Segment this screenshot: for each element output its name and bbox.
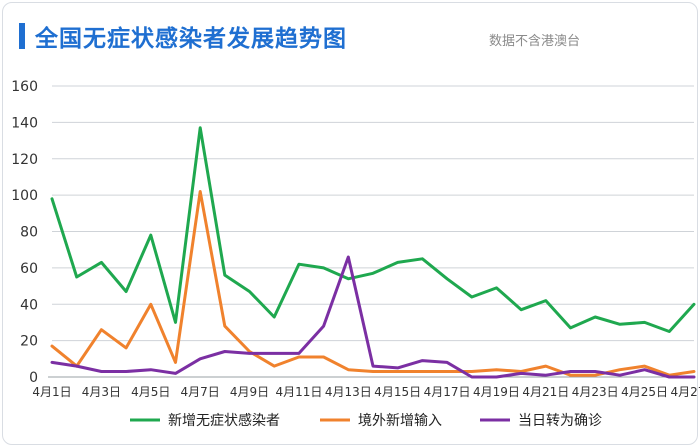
x-tick-label: 4月27日 bbox=[671, 385, 700, 399]
y-tick-label: 40 bbox=[20, 297, 38, 313]
x-tick-label: 4月7日 bbox=[181, 385, 220, 399]
x-tick-label: 4月21日 bbox=[522, 385, 569, 399]
y-tick-label: 140 bbox=[11, 115, 38, 131]
data-scope-note: 数据不含港澳台 bbox=[489, 34, 581, 49]
y-tick-label: 120 bbox=[11, 152, 38, 168]
legend-label-2: 境外新增输入 bbox=[358, 413, 442, 429]
x-tick-label: 4月5日 bbox=[131, 385, 170, 399]
chart-title: 全国无症状感染者发展趋势图 bbox=[35, 26, 347, 52]
y-tick-label: 60 bbox=[20, 261, 38, 277]
y-tick-label: 80 bbox=[20, 225, 38, 241]
x-tick-label: 4月11日 bbox=[275, 385, 322, 399]
y-tick-label: 160 bbox=[11, 79, 38, 95]
legend-label-1: 新增无症状感染者 bbox=[168, 412, 280, 429]
y-tick-label: 20 bbox=[20, 334, 38, 350]
y-tick-label: 0 bbox=[29, 370, 38, 386]
series-line-1 bbox=[50, 126, 696, 333]
y-tick-label: 100 bbox=[11, 188, 38, 204]
x-tick-label: 4月13日 bbox=[325, 385, 372, 399]
series-line-3 bbox=[50, 255, 696, 379]
x-tick-label: 4月15日 bbox=[374, 385, 421, 399]
x-tick-label: 4月3日 bbox=[82, 385, 121, 399]
x-tick-label: 4月17日 bbox=[424, 385, 471, 399]
series-line-2 bbox=[50, 190, 696, 377]
title-accent-bar bbox=[19, 23, 25, 49]
legend-label-3: 当日转为确诊 bbox=[518, 413, 602, 429]
x-tick-label: 4月23日 bbox=[572, 385, 619, 399]
x-tick-label: 4月9日 bbox=[230, 385, 269, 399]
x-tick-label: 4月19日 bbox=[473, 385, 520, 399]
x-tick-label: 4月1日 bbox=[32, 385, 71, 399]
x-tick-label: 4月25日 bbox=[621, 385, 668, 399]
